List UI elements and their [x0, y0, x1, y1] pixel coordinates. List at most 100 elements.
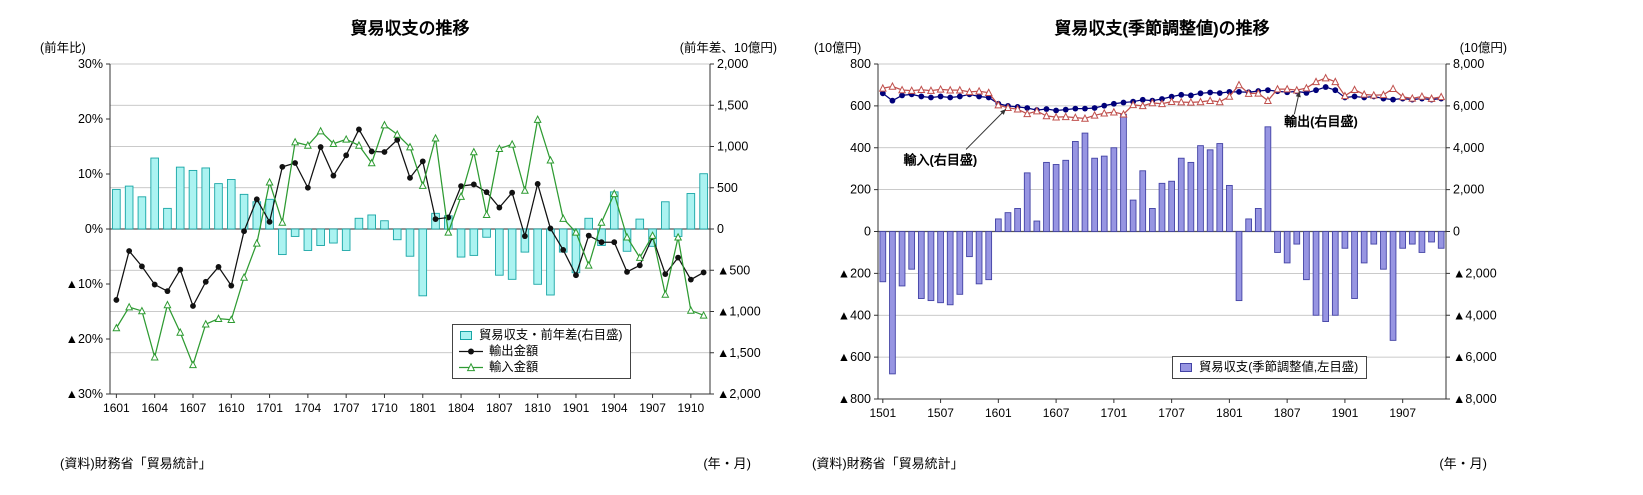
trade-balance-yoy-chart: 貿易収支の推移 (前年比) (前年差、10億円) 30% 20% 10% 0% ▲10%… [12, 6, 787, 488]
triangle-marker [342, 134, 351, 143]
circle-marker [343, 152, 350, 159]
circle-marker [585, 232, 592, 239]
legend-label: 貿易収支・前年差(右目盛) [479, 328, 623, 342]
triangle-marker [1177, 97, 1186, 106]
triangle-marker [252, 238, 261, 247]
bar [1177, 157, 1185, 232]
bar [1380, 231, 1387, 270]
bar [163, 207, 172, 230]
bar [303, 228, 313, 251]
triangle-marker [1244, 89, 1253, 97]
bar [1091, 157, 1098, 232]
triangle-marker [240, 272, 249, 281]
circle-marker [496, 204, 503, 211]
y-right-tick-label: 2,000 [717, 57, 748, 71]
circle-marker [956, 93, 963, 100]
circle-marker [1091, 105, 1098, 111]
bar [1293, 231, 1301, 245]
triangle-marker [482, 210, 491, 218]
triangle-marker [1196, 97, 1205, 106]
bar [533, 228, 542, 285]
left-axis-unit-label: (10億円) [814, 41, 862, 55]
circle-marker [381, 149, 388, 155]
y-right-tick-label: ▲1,000 [717, 305, 761, 319]
right-axis-unit-label: (10億円) [1459, 41, 1507, 55]
circle-marker [598, 239, 605, 246]
triangle-marker [508, 139, 517, 148]
bar [507, 228, 517, 280]
circle-marker [1226, 88, 1233, 95]
circle-marker [1178, 91, 1185, 98]
chart-title: 貿易収支(季節調整値)の推移 [1054, 19, 1270, 38]
triangle-marker [686, 305, 695, 314]
circle-marker [458, 183, 464, 190]
legend-item: 輸出金額 [458, 344, 622, 359]
triangle-marker [699, 310, 708, 319]
bar [1331, 231, 1339, 316]
triangle-marker [367, 158, 376, 167]
legend-item: 貿易収支(季節調整値,左目盛) [1178, 360, 1358, 375]
circle-marker [1207, 89, 1214, 96]
circle-marker [279, 163, 286, 170]
circle-marker [432, 216, 439, 223]
bar [1264, 126, 1272, 232]
triangle-marker [1263, 96, 1272, 104]
y-left-tick-label: ▲10% [66, 277, 103, 291]
triangle-marker [648, 231, 657, 239]
x-tick-label: 1704 [295, 401, 322, 415]
triangle-marker [610, 189, 619, 198]
triangle-marker [1186, 97, 1195, 106]
triangle-marker [1437, 92, 1446, 101]
triangle-marker [571, 227, 580, 236]
triangle-marker [994, 100, 1003, 109]
triangle-marker [955, 85, 964, 94]
x-tick-label: 1910 [677, 401, 704, 415]
bar [1129, 199, 1137, 232]
circle-marker [330, 172, 337, 179]
bar [1081, 132, 1089, 232]
circle-marker [266, 218, 273, 225]
annotation-arrowhead [1000, 109, 1006, 115]
triangle-marker [559, 214, 568, 222]
triangle-marker [137, 306, 146, 315]
annotation-arrow [965, 108, 1007, 150]
bar [1283, 231, 1291, 264]
triangle-marker [1417, 91, 1426, 100]
y-right-tick-label: ▲1,500 [717, 346, 761, 360]
triangle-marker [163, 300, 172, 309]
bar [1235, 231, 1243, 302]
bar [367, 214, 376, 230]
bar [1033, 220, 1041, 232]
circle-marker [483, 189, 490, 196]
triangle-marker [1138, 101, 1147, 110]
triangle-marker [898, 85, 907, 94]
triangle-marker [1052, 112, 1061, 121]
circle-marker [918, 93, 925, 100]
bar [686, 193, 696, 230]
bar [985, 231, 993, 281]
bar [278, 228, 287, 256]
triangle-marker [1321, 73, 1330, 82]
triangle-marker [1109, 107, 1118, 116]
chart-canvas: 30% 20% 10% 0% ▲10% ▲20% ▲30% 2,000 1,500 1,000 50… [66, 57, 761, 415]
circle-marker [1159, 96, 1165, 102]
circle-marker [1264, 87, 1271, 94]
bar [889, 231, 896, 375]
triangle-marker [418, 181, 427, 189]
triangle-marker [975, 86, 984, 95]
bar [341, 228, 351, 251]
circle-marker [419, 158, 426, 165]
legend-label: 輸出金額 [489, 344, 539, 358]
triangle-marker [1080, 113, 1090, 122]
bar [661, 201, 670, 230]
circle-marker [241, 228, 247, 235]
bar [1341, 231, 1349, 249]
right-axis-unit-label: (前年差、10億円) [679, 41, 777, 55]
legend-label: 輸入金額 [489, 360, 539, 374]
circle-marker [407, 174, 413, 181]
bar [908, 231, 916, 270]
bar [495, 228, 504, 276]
source-note: (資料)財務省「貿易統計」 [812, 456, 964, 471]
circle-marker [1043, 106, 1050, 112]
triangle-marker [393, 129, 402, 138]
